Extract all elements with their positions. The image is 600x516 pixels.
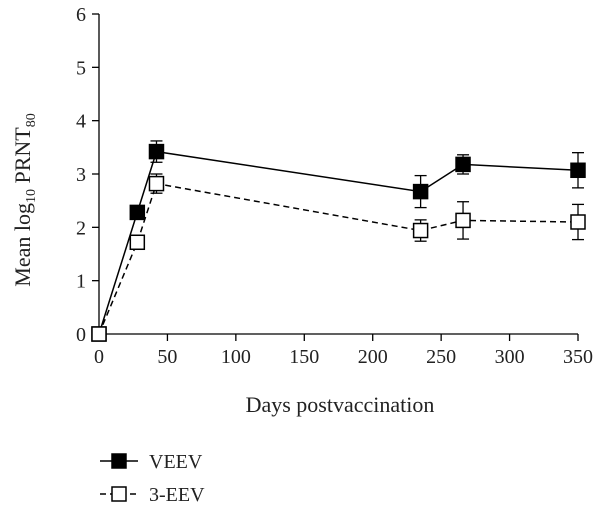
data-point-3eev: [455, 212, 471, 229]
series-layer: [91, 140, 586, 342]
y-tick-label: 1: [76, 271, 86, 293]
y-tick-label: 5: [76, 57, 86, 79]
data-point-veev: [148, 143, 165, 160]
x-tick-label: 350: [563, 346, 593, 368]
series-line-3eev: [98, 182, 579, 335]
x-tick-label: 300: [495, 346, 525, 368]
x-tick-label: 100: [221, 346, 251, 368]
series-3eev: [91, 173, 586, 342]
x-tick-label: 150: [289, 346, 319, 368]
data-point-3eev: [412, 222, 429, 239]
legend-label-veev: VEEV: [149, 451, 203, 473]
y-axis-title-tail: PRNT: [10, 127, 35, 189]
y-tick-label: 3: [76, 164, 86, 186]
y-tick-label: 4: [76, 111, 86, 133]
y-axis-title-sub: 10: [24, 189, 39, 203]
data-point-veev: [129, 204, 146, 221]
series-line-veev: [98, 150, 579, 335]
legend-item-3eev: 3-EEV: [100, 484, 205, 506]
series-veev: [91, 140, 586, 342]
x-tick-label: 50: [157, 346, 177, 368]
y-axis-title: Mean log10 PRNT80: [10, 113, 39, 286]
data-point-3eev: [570, 214, 586, 230]
y-axis-title-main: Mean log: [10, 203, 35, 287]
y-tick-label: 0: [76, 324, 86, 346]
y-tick-label: 6: [76, 4, 86, 26]
data-point-veev: [412, 183, 429, 200]
legend: VEEV 3-EEV: [100, 451, 205, 506]
legend-item-veev: VEEV: [100, 451, 203, 473]
data-point-3eev: [129, 234, 146, 251]
legend-label-3eev: 3-EEV: [149, 484, 205, 506]
data-point-3eev: [91, 326, 107, 342]
y-axis-title-sub2: 80: [24, 113, 39, 127]
x-axis-title: Days postvaccination: [246, 392, 435, 417]
x-tick-label: 0: [94, 346, 104, 368]
x-tick-label: 200: [358, 346, 388, 368]
legend-marker-veev: [111, 453, 127, 469]
y-tick-label: 2: [76, 217, 86, 239]
data-point-veev: [455, 156, 471, 173]
axes: 0 1 2 3 4 5 6 0 50 100 150 200 250 300 350: [76, 4, 593, 368]
x-tick-label: 250: [426, 346, 456, 368]
data-point-3eev: [148, 175, 165, 192]
data-point-veev: [570, 162, 586, 179]
legend-marker-3eev: [111, 486, 127, 502]
